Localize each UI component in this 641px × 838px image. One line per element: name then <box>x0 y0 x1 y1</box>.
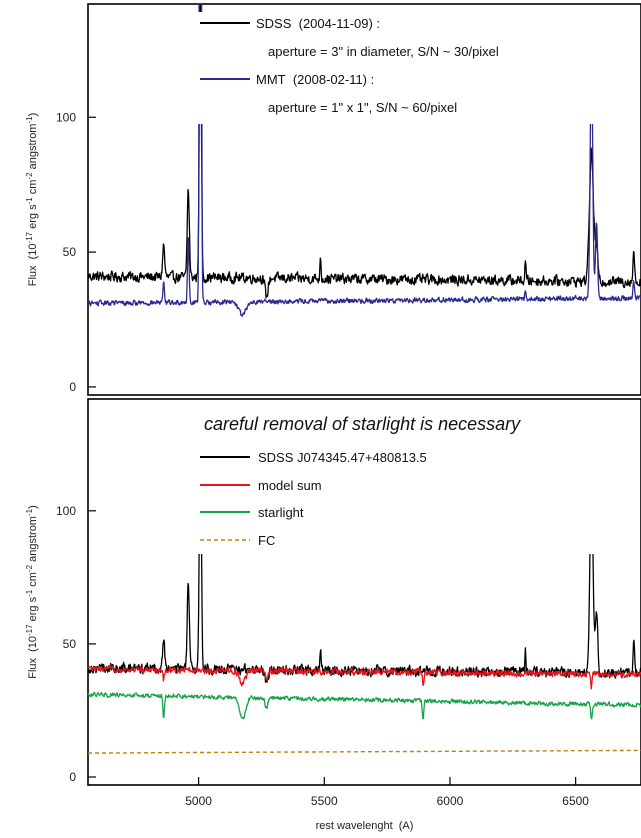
top-legend: SDSS (2004-11-09) : aperture = 3" in dia… <box>196 12 616 124</box>
legend-label-starlight: starlight <box>258 505 304 520</box>
bottom-legend-background <box>196 408 636 554</box>
top-y-tick-label-50: 50 <box>63 245 77 259</box>
legend-note-mmt-aperture: aperture = 1" x 1", S/N ~ 60/pixel <box>268 100 457 115</box>
legend-label-sdss-object: SDSS J074345.47+480813.5 <box>258 450 427 465</box>
x-tick-label-5000: 5000 <box>185 794 212 808</box>
bot-series-model <box>87 665 641 690</box>
top-series-sdss <box>87 3 641 299</box>
top-series-mmt <box>87 3 641 317</box>
bot-y-tick-label-100: 100 <box>56 504 76 518</box>
top-panel: 0 50 100 Flux (10-17 erg s-1 cm-2 angstrom… <box>25 3 641 396</box>
bot-y-tick-label-0: 0 <box>69 770 76 784</box>
top-plot-frame <box>87 3 641 396</box>
top-y-tick-label-100: 100 <box>56 110 76 124</box>
top-y-ticks: 0 50 100 <box>56 110 96 394</box>
x-tick-label-6000: 6000 <box>437 794 464 808</box>
bot-series-sdss <box>87 419 641 683</box>
x-tick-label-5500: 5500 <box>311 794 338 808</box>
bottom-x-axis-label: rest wavelenght (A) <box>316 820 414 832</box>
top-y-axis-label: Flux (10-17 erg s-1 cm-2 angstrom-1) <box>25 113 40 287</box>
bot-series-starlight <box>87 691 641 720</box>
top-y-tick-label-0: 0 <box>69 380 76 394</box>
x-tick-label-6500: 6500 <box>562 794 589 808</box>
legend-label-mmt-2008: MMT (2008-02-11) : <box>256 72 374 87</box>
legend-note-sdss-aperture: aperture = 3" in diameter, S/N ~ 30/pixe… <box>268 44 499 59</box>
bottom-plot-frame <box>87 398 641 786</box>
top-legend-background <box>196 12 616 124</box>
bottom-series-group <box>87 419 641 754</box>
top-series-group <box>87 3 641 317</box>
legend-label-fc: FC <box>258 533 275 548</box>
legend-label-model-sum: model sum <box>258 478 322 493</box>
starlight-removal-annotation: careful removal of starlight is necessar… <box>204 414 521 434</box>
bottom-legend: careful removal of starlight is necessar… <box>196 408 636 554</box>
bottom-y-ticks: 0 50 100 <box>56 504 96 784</box>
bottom-x-ticks: 5000 5500 6000 6500 <box>185 777 589 808</box>
bot-y-tick-label-50: 50 <box>63 637 77 651</box>
bot-series-fc <box>87 749 641 754</box>
bottom-y-axis-label: Flux (10-17 erg s-1 cm-2 angstrom-1) <box>25 505 40 679</box>
legend-label-sdss-2004: SDSS (2004-11-09) : <box>256 16 380 31</box>
bottom-panel: 0 50 100 5000 5500 6000 6500 Flux (10-17 erg … <box>25 398 641 832</box>
